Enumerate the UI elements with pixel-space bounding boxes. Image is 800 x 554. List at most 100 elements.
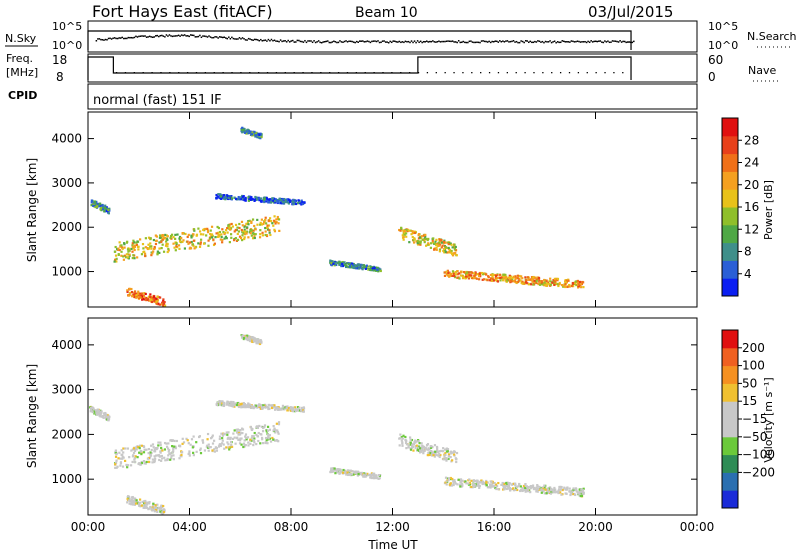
nave-point <box>124 72 127 74</box>
data-point <box>421 238 424 241</box>
data-point <box>363 265 366 268</box>
data-point <box>361 268 364 271</box>
data-point <box>579 494 582 498</box>
sky-point <box>605 41 608 43</box>
data-point <box>579 283 582 286</box>
data-point <box>279 408 282 411</box>
data-point <box>98 205 101 208</box>
data-point <box>446 269 449 272</box>
data-point <box>547 490 550 494</box>
data-point <box>468 478 471 481</box>
sky-point <box>400 41 402 44</box>
data-point <box>521 280 524 283</box>
data-point <box>153 460 156 464</box>
data-point <box>120 254 123 257</box>
data-point <box>257 431 260 435</box>
data-point <box>502 273 505 276</box>
data-point <box>162 237 166 240</box>
data-point <box>139 292 142 295</box>
data-point <box>489 484 492 488</box>
data-point <box>199 233 203 236</box>
data-point <box>545 279 548 282</box>
data-point <box>170 233 174 236</box>
sky-point <box>613 40 615 42</box>
data-point <box>99 208 102 211</box>
data-point <box>238 433 242 436</box>
data-point <box>508 276 512 279</box>
data-point <box>447 451 450 454</box>
data-point <box>257 341 260 344</box>
nave-point <box>613 72 615 74</box>
sky-point <box>576 40 579 42</box>
sky-point <box>186 35 189 37</box>
data-point <box>258 199 261 202</box>
colorbar-segment <box>722 135 738 155</box>
data-point <box>419 240 422 243</box>
data-point <box>247 441 250 444</box>
data-point <box>227 436 230 439</box>
data-point <box>143 295 146 298</box>
sky-point <box>505 40 507 42</box>
data-point <box>289 199 292 202</box>
data-point <box>124 256 128 259</box>
data-point <box>126 290 129 293</box>
data-point <box>143 252 147 255</box>
data-point <box>495 279 498 282</box>
data-point <box>140 450 143 453</box>
data-point <box>489 273 493 277</box>
data-point <box>494 278 497 281</box>
sky-point <box>343 40 346 43</box>
data-point <box>160 303 163 306</box>
nave-point <box>471 72 473 74</box>
data-point <box>206 231 210 234</box>
data-point <box>521 487 524 490</box>
data-point <box>506 481 509 484</box>
data-point <box>346 471 349 474</box>
sky-point <box>190 34 192 36</box>
sky-point <box>272 39 274 42</box>
sky-point <box>454 41 457 43</box>
sky-point <box>581 41 583 43</box>
data-point <box>124 447 127 450</box>
data-point <box>519 485 522 488</box>
data-point <box>421 448 424 451</box>
sky-point <box>246 39 248 41</box>
data-point <box>153 459 156 463</box>
sky-point <box>594 40 597 43</box>
data-point <box>244 404 247 407</box>
data-point <box>212 243 216 247</box>
sky-point <box>410 40 413 42</box>
data-point <box>376 266 379 270</box>
sky-point <box>320 41 323 44</box>
data-point <box>126 240 129 243</box>
data-point <box>486 481 489 484</box>
data-point <box>477 278 481 281</box>
data-point <box>465 275 468 278</box>
data-point <box>130 498 133 501</box>
data-point <box>264 233 267 237</box>
data-point <box>541 490 544 493</box>
data-point <box>193 229 196 232</box>
data-point <box>493 484 496 488</box>
power-colorbar-label: Power [dB] <box>762 180 775 240</box>
data-point <box>573 282 576 285</box>
data-point <box>474 479 477 483</box>
data-point <box>261 438 264 441</box>
data-point <box>164 233 167 237</box>
data-point <box>516 488 519 492</box>
data-point <box>410 438 414 442</box>
sky-point <box>124 37 127 40</box>
sky-point <box>584 40 586 43</box>
data-point <box>481 273 485 276</box>
data-point <box>444 250 447 253</box>
sky-point <box>445 40 448 43</box>
sky-point <box>334 41 337 43</box>
data-point <box>221 195 224 198</box>
data-point <box>253 235 256 238</box>
data-point <box>140 452 143 456</box>
data-point <box>277 432 280 435</box>
data-point <box>179 445 182 448</box>
sky-point <box>477 41 480 44</box>
data-point <box>478 484 481 487</box>
data-point <box>249 229 252 232</box>
